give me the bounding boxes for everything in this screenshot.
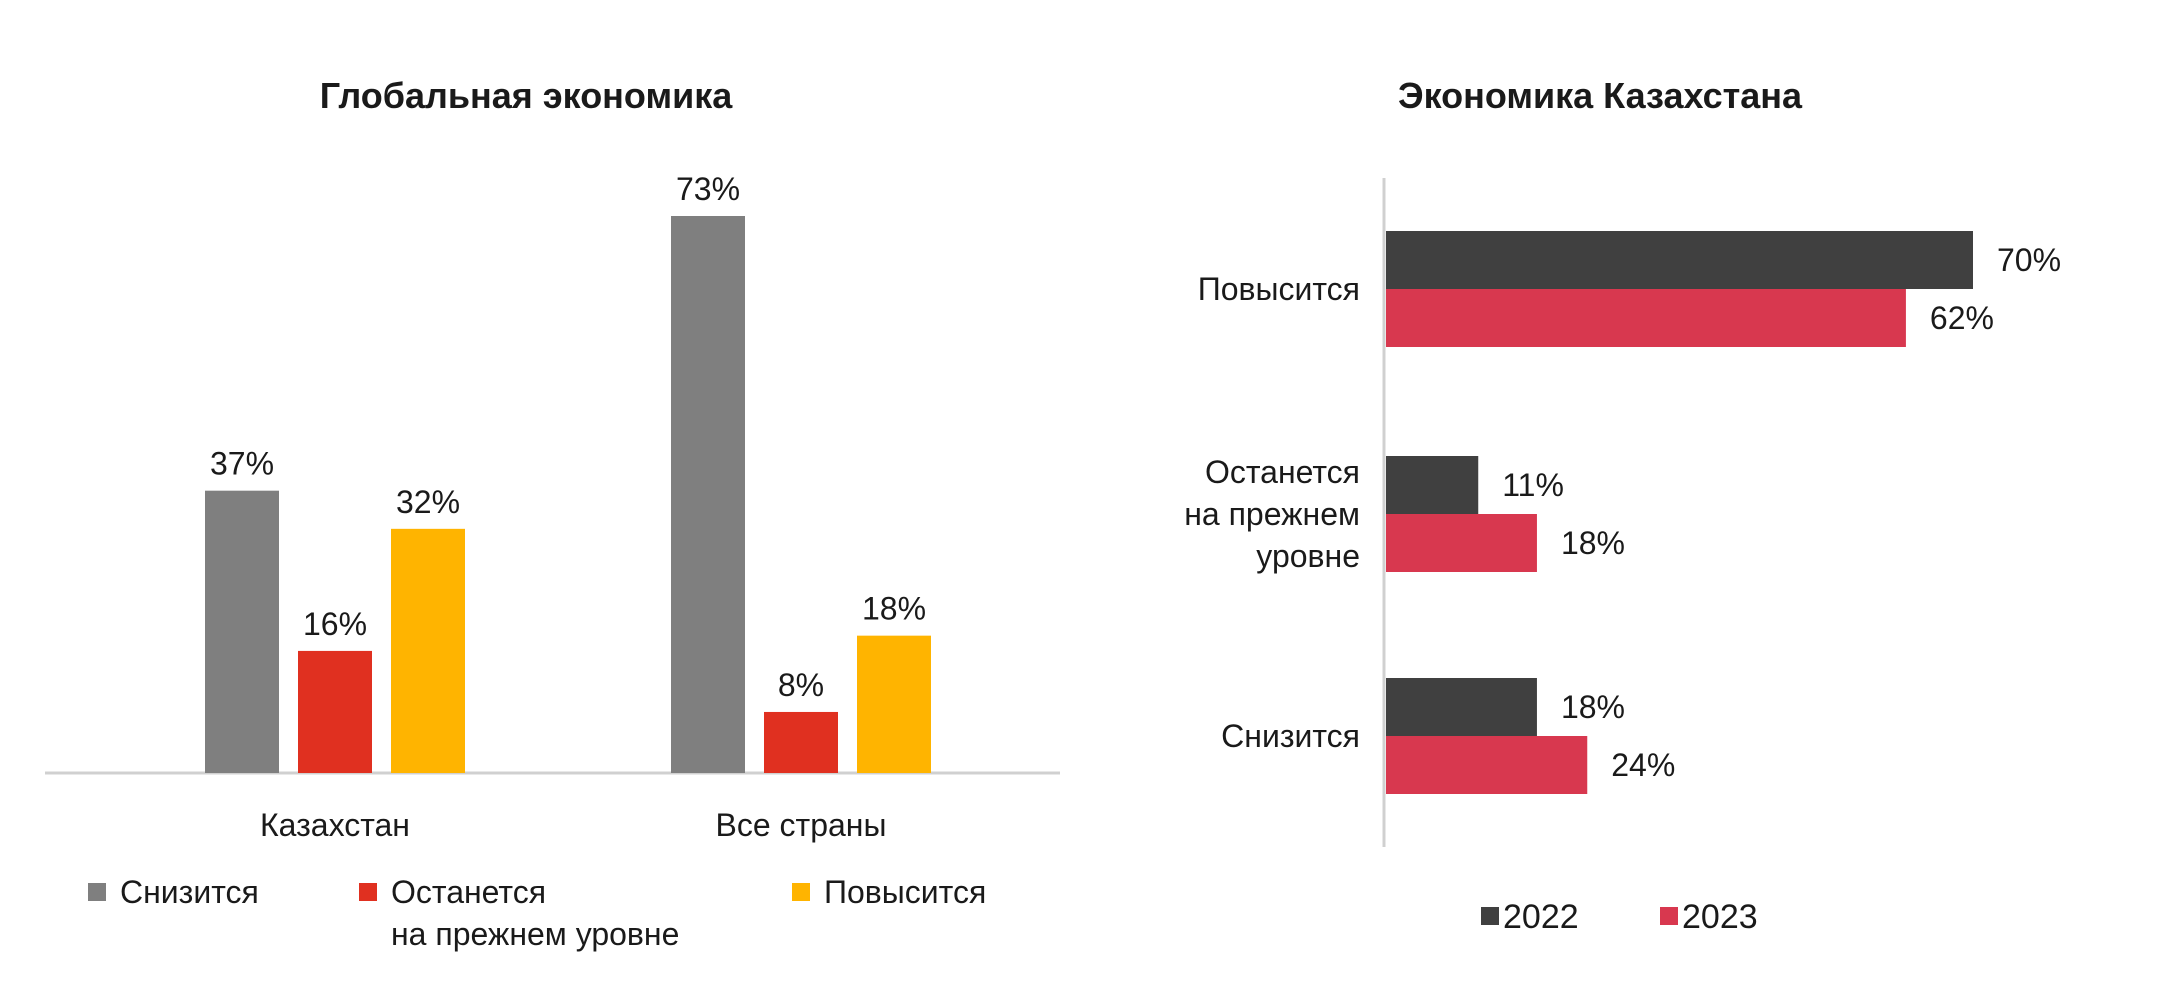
chart2-category-label: Останется <box>1205 454 1360 490</box>
chart1-data-label: 73% <box>676 171 740 207</box>
chart1-bar-казахстан-2 <box>391 528 465 773</box>
global-economy-chart: Глобальная экономика 37% 73% 16% 8% 32% 18% К… <box>45 75 1060 952</box>
chart2-title: Экономика Казахстана <box>1398 75 1803 116</box>
chart1-data-label: 16% <box>303 606 367 642</box>
chart1-legend-swatch <box>88 883 106 901</box>
chart1-legend-swatch <box>359 883 377 901</box>
chart2-data-label: 18% <box>1561 525 1625 561</box>
chart2-legend-label: 2022 <box>1503 898 1579 936</box>
chart1-legend-swatch <box>792 883 810 901</box>
chart2-data-label: 62% <box>1930 300 1994 336</box>
chart2-category-label: Повысится <box>1198 271 1360 307</box>
chart2-data-label: 18% <box>1561 689 1625 725</box>
chart1-bar-казахстан-0 <box>205 490 279 773</box>
chart2-legend-swatch <box>1660 907 1678 925</box>
chart1-data-label: 32% <box>396 484 460 520</box>
chart1-category-label: Казахстан <box>260 807 410 843</box>
chart2-bar-2022-1 <box>1386 456 1479 514</box>
chart2-bar-2022-2 <box>1386 678 1537 736</box>
chart1-data-label: 37% <box>210 446 274 482</box>
chart2-bar-2023-1 <box>1386 514 1537 572</box>
chart2-legend-label: 2023 <box>1682 898 1758 936</box>
chart2-data-label: 70% <box>1997 242 2061 278</box>
chart2-legend-swatch <box>1481 907 1499 925</box>
chart1-bar-все-страны-1 <box>764 711 838 773</box>
chart1-legend: Снизится Останется на прежнем уровне Повыси… <box>88 874 986 952</box>
chart2-data-label: 24% <box>1611 747 1675 783</box>
chart2-category-label: уровне <box>1256 538 1360 574</box>
chart2-bar-2022-0 <box>1386 231 1973 289</box>
chart1-category-label: Все страны <box>716 807 887 843</box>
chart2-bar-2023-0 <box>1386 289 1906 347</box>
chart1-title: Глобальная экономика <box>320 75 733 116</box>
chart1-legend-label: на прежнем уровне <box>391 916 679 952</box>
chart2-category-label: на прежнем <box>1184 496 1360 532</box>
chart1-legend-label: Снизится <box>120 874 259 910</box>
chart2-bar-2023-2 <box>1386 736 1588 794</box>
chart1-data-label: 8% <box>778 667 824 703</box>
chart2-data-label: 11% <box>1502 467 1564 503</box>
kazakhstan-economy-chart: Экономика Казахстана 70%11%18%62%18%24% … <box>1184 75 2061 936</box>
chart2-category-label: Снизится <box>1221 718 1360 754</box>
chart2-legend: 2022 2023 <box>1481 898 1758 936</box>
chart1-legend-label: Останется <box>391 874 546 910</box>
chart1-bar-все-страны-0 <box>671 216 745 773</box>
chart1-legend-label: Повысится <box>824 874 986 910</box>
chart1-data-label: 18% <box>862 591 926 627</box>
chart1-bar-все-страны-2 <box>857 635 931 773</box>
chart1-bar-казахстан-1 <box>298 650 372 773</box>
